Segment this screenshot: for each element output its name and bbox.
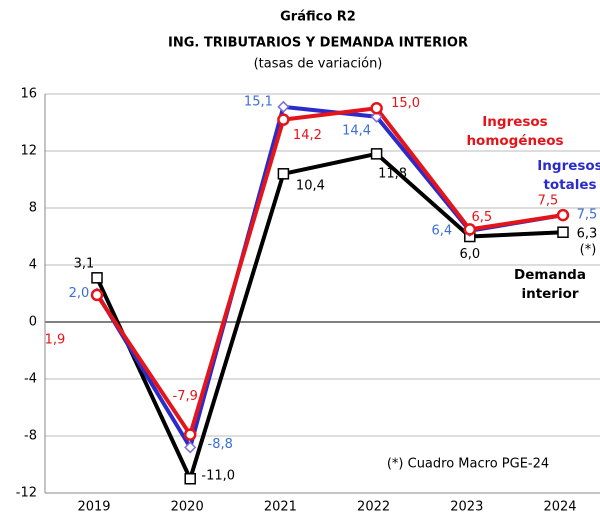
x-tick-label: 2024: [543, 500, 576, 513]
series-line: [95, 106, 564, 437]
data-label: 3,1: [74, 256, 95, 271]
marker: [90, 288, 104, 302]
data-label: 6,4: [431, 223, 452, 238]
y-tick-label: 0: [29, 315, 37, 330]
marker: [370, 148, 383, 160]
data-label: 15,1: [244, 94, 273, 109]
data-label: -8,8: [208, 437, 233, 452]
marker: [184, 441, 197, 454]
data-label: -11,0: [201, 468, 235, 483]
data-label: 7,5: [538, 194, 559, 209]
marker: [370, 102, 383, 115]
y-tick-label: -4: [24, 372, 37, 387]
chart-subtitle: ING. TRIBUTARIOS Y DEMANDA INTERIOR: [168, 36, 468, 51]
y-tick-label: -12: [16, 486, 37, 501]
x-tick-label: 2023: [450, 500, 483, 513]
data-label: 6,5: [471, 210, 492, 225]
x-tick-label: 2022: [357, 500, 390, 513]
y-tick-label: -8: [24, 429, 37, 444]
series-label: Ingresos totales: [537, 158, 600, 193]
chart-title: Gráfico R2: [280, 10, 356, 25]
marker: [463, 223, 477, 236]
data-label: 1,9: [45, 332, 66, 347]
y-tick-label: 12: [20, 144, 37, 159]
data-label: 15,0: [391, 96, 420, 111]
marker: [557, 226, 569, 238]
marker: [277, 113, 290, 126]
axis-label: (tasas de variación): [254, 57, 383, 72]
marker: [183, 428, 197, 441]
marker: [91, 272, 103, 284]
x-tick-label: 2021: [264, 500, 297, 513]
marker: [277, 100, 290, 113]
x-tick-label: 2019: [77, 500, 110, 513]
annotation: (*) Cuadro Macro PGE-24: [387, 457, 549, 472]
y-tick-label: 8: [29, 201, 37, 216]
series-line: [95, 151, 564, 481]
data-label: 14,4: [342, 123, 371, 138]
data-label: 2,0: [69, 286, 90, 301]
data-label: 10,4: [296, 178, 325, 193]
data-label: 6,0: [459, 247, 480, 262]
marker: [370, 110, 383, 123]
annotation: (*): [580, 243, 597, 258]
data-label: -7,9: [173, 389, 198, 404]
data-label: 11,8: [378, 166, 407, 181]
data-label: 14,2: [293, 128, 322, 143]
data-label: 6,3: [577, 227, 598, 242]
data-label: 7,5: [577, 208, 598, 223]
marker: [277, 168, 290, 180]
marker: [184, 473, 196, 485]
y-tick-label: 16: [20, 87, 37, 102]
series-label: Demanda interior: [514, 267, 586, 302]
y-tick-label: 4: [29, 258, 37, 273]
x-tick-label: 2020: [171, 500, 204, 513]
marker: [556, 208, 570, 222]
series-label: Ingresos homogéneos: [466, 114, 564, 149]
